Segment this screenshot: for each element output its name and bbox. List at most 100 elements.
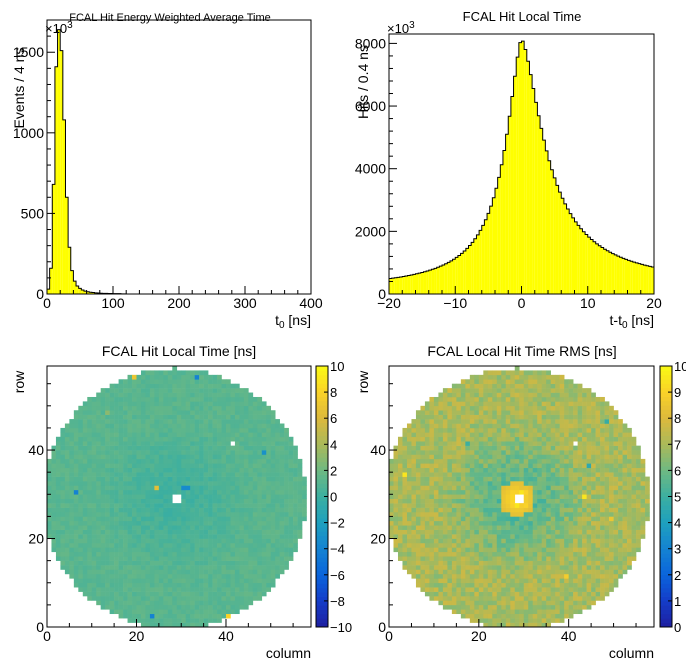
heatmap-cell xyxy=(492,405,498,411)
heatmap-cell xyxy=(185,450,191,455)
exponent-power: 3 xyxy=(67,20,73,31)
colorbar-swatch xyxy=(316,379,328,384)
heatmap-cell xyxy=(252,454,258,460)
heatmap-cell xyxy=(221,542,227,548)
heatmap-cell xyxy=(433,516,439,522)
heatmap-cell xyxy=(442,578,448,584)
heatmap-cell xyxy=(270,516,276,522)
heatmap-cell xyxy=(145,498,151,504)
heatmap-cell xyxy=(451,569,457,575)
heatmap-cell xyxy=(190,463,195,469)
heatmap-cell xyxy=(145,520,151,526)
heatmap-cell xyxy=(172,507,178,513)
heatmap-cell xyxy=(158,613,164,619)
heatmap-cell xyxy=(145,383,151,389)
heatmap-cell xyxy=(550,481,556,486)
heatmap-cell xyxy=(487,520,493,526)
heatmap-cell xyxy=(185,485,191,491)
heatmap-cell xyxy=(501,556,507,561)
heatmap-cell xyxy=(69,534,75,539)
heatmap-cell xyxy=(136,520,142,526)
heatmap-cell xyxy=(91,569,97,575)
heatmap-cell xyxy=(555,374,560,380)
heatmap-cell xyxy=(288,450,294,455)
heatmap-cell xyxy=(145,542,151,548)
heatmap-cell xyxy=(424,405,430,411)
heatmap-cell xyxy=(176,467,182,473)
heatmap-cell xyxy=(456,529,462,535)
heatmap-cell xyxy=(248,454,254,460)
heatmap-cell xyxy=(87,498,93,504)
heatmap-cell xyxy=(433,511,439,517)
heatmap-cell xyxy=(105,547,110,553)
heatmap-cell xyxy=(514,467,520,473)
heatmap-cell xyxy=(433,436,439,442)
heatmap-cell xyxy=(550,609,556,615)
heatmap-cell xyxy=(474,600,480,606)
histogram-bar xyxy=(468,245,472,294)
heatmap-cell xyxy=(429,498,435,504)
heatmap-cell xyxy=(402,498,408,504)
heatmap-cell xyxy=(181,476,187,482)
heatmap-cell xyxy=(501,525,507,530)
heatmap-cell xyxy=(239,578,245,584)
heatmap-cell xyxy=(505,467,511,473)
heatmap-cell xyxy=(109,596,115,601)
heatmap-cell xyxy=(194,516,200,522)
heatmap-cell xyxy=(523,476,529,482)
heatmap-cell xyxy=(523,498,529,504)
heatmap-cell xyxy=(429,507,435,513)
heatmap-cell xyxy=(172,604,178,610)
heatmap-cell xyxy=(465,405,471,411)
heatmap-cell xyxy=(217,458,222,464)
heatmap-cell xyxy=(519,467,525,473)
heatmap-cell xyxy=(167,573,173,579)
heatmap-cell xyxy=(105,388,110,393)
histogram-bar xyxy=(47,289,50,294)
heatmap-cell xyxy=(487,551,493,557)
heatmap-cell xyxy=(501,503,507,508)
heatmap-cell xyxy=(149,516,155,522)
colorbar-swatch xyxy=(316,366,328,371)
heatmap-cell xyxy=(203,573,209,579)
heatmap-cell xyxy=(127,613,133,619)
heatmap-cell xyxy=(266,463,272,469)
heatmap-cell xyxy=(415,507,421,513)
heatmap-cell xyxy=(460,529,466,535)
heatmap-cell xyxy=(478,419,484,424)
heatmap-cell xyxy=(266,556,272,561)
heatmap-cell xyxy=(420,529,426,535)
heatmap-cell xyxy=(438,565,444,570)
heatmap-cell xyxy=(154,445,160,451)
heatmap-cell xyxy=(397,485,403,491)
heatmap-cell xyxy=(519,534,525,539)
heatmap-cell xyxy=(239,520,245,526)
heatmap-cell xyxy=(492,494,498,500)
heatmap-cell xyxy=(546,618,551,623)
heatmap-cell xyxy=(69,507,75,513)
heatmap-cell xyxy=(275,436,280,442)
heatmap-cell xyxy=(217,529,222,535)
heatmap-cell xyxy=(127,600,133,606)
heatmap-cell xyxy=(406,551,412,557)
heatmap-cell xyxy=(118,383,124,389)
heatmap-cell xyxy=(176,538,182,544)
heatmap-cell xyxy=(447,560,453,566)
heatmap-cell xyxy=(225,489,231,495)
heatmap-cell xyxy=(145,582,151,588)
heatmap-cell xyxy=(487,410,493,415)
heatmap-cell xyxy=(149,374,155,380)
heatmap-cell xyxy=(541,534,547,539)
heatmap-cell xyxy=(82,582,88,588)
heatmap-cell xyxy=(411,547,417,553)
heatmap-cell xyxy=(185,587,191,592)
heatmap-cell xyxy=(252,516,258,522)
heatmap-cell xyxy=(185,569,191,575)
x-tick-label: 0 xyxy=(518,295,526,311)
heatmap-cell xyxy=(212,396,218,402)
heatmap-cell xyxy=(181,427,187,433)
heatmap-cell xyxy=(288,529,294,535)
heatmap-cell xyxy=(257,432,263,438)
heatmap-cell xyxy=(474,427,480,433)
heatmap-cell xyxy=(194,494,200,500)
